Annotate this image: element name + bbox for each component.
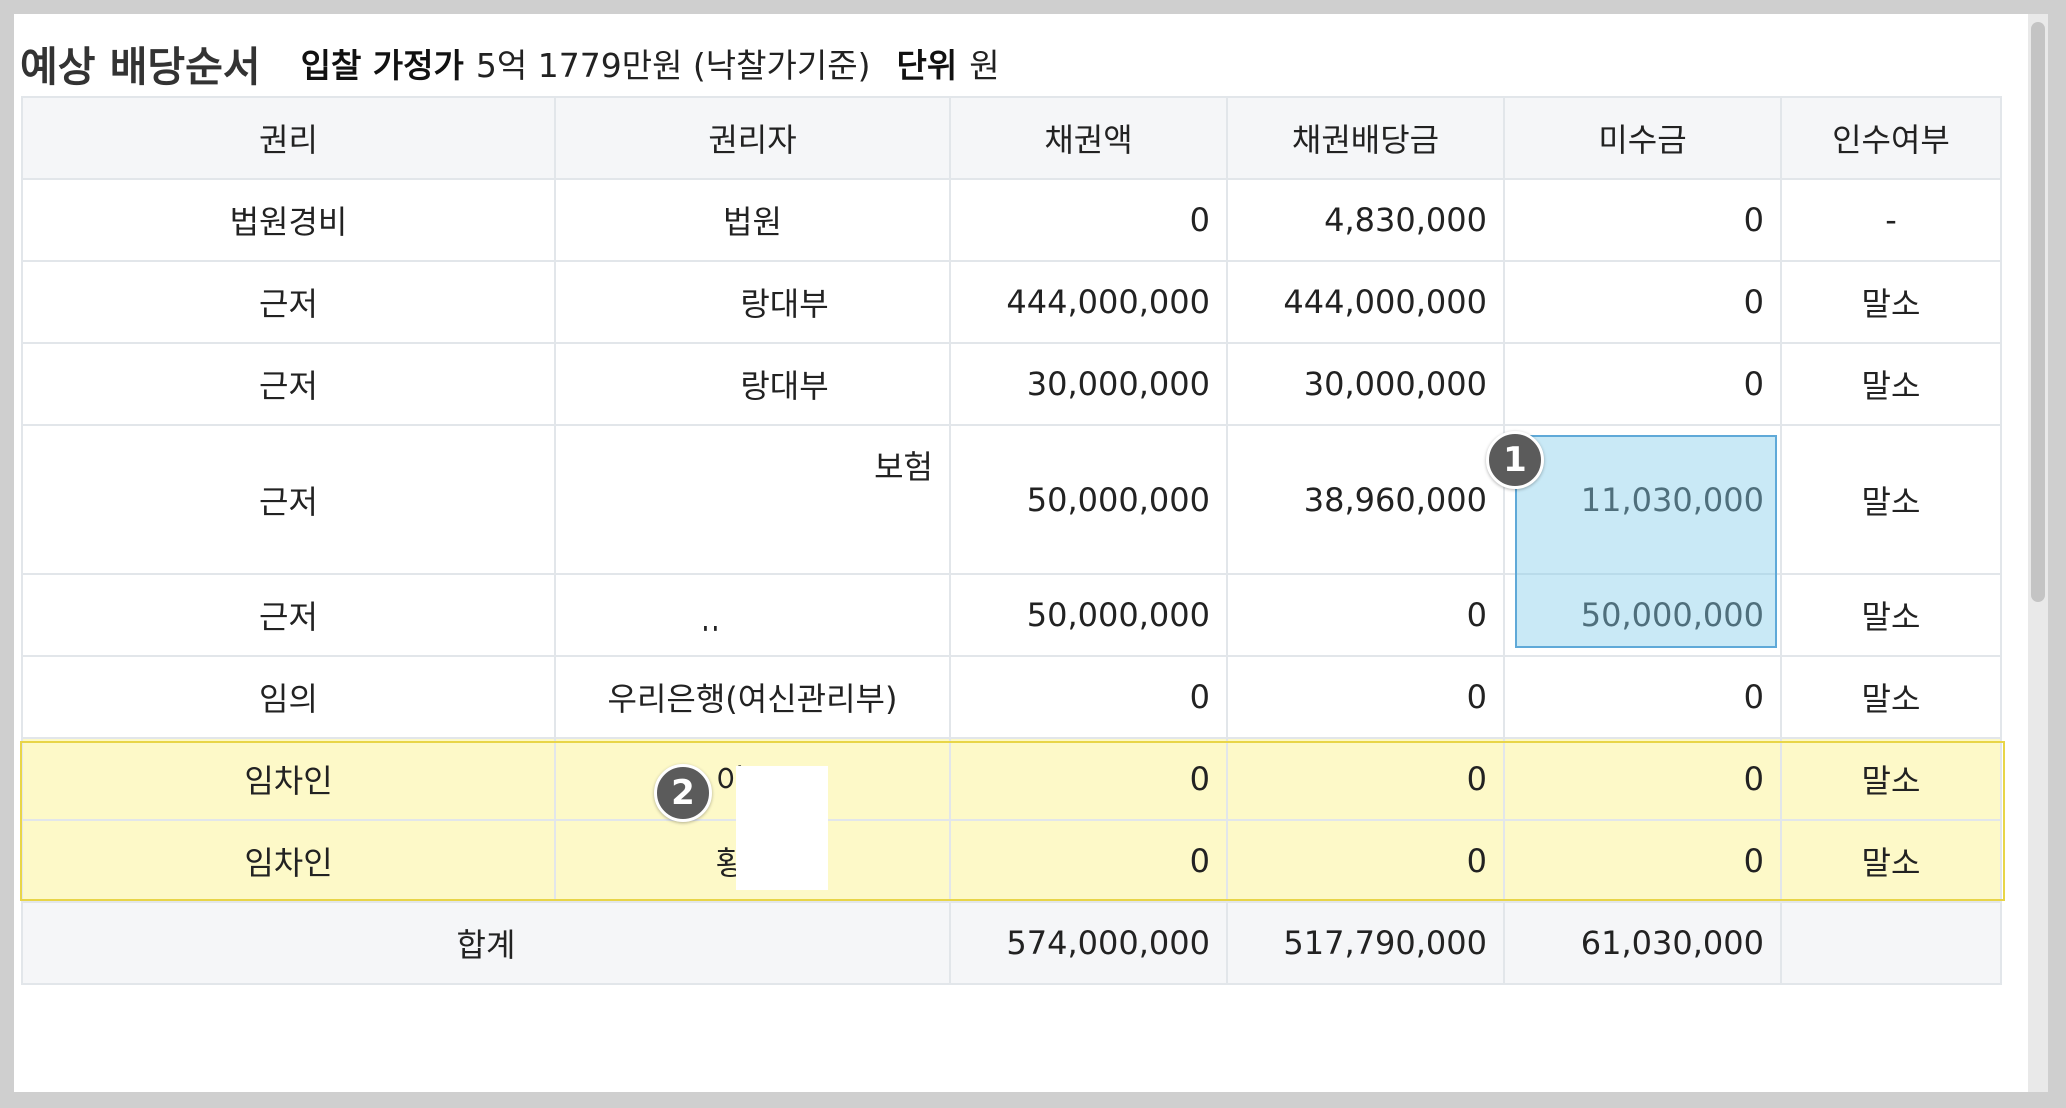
holder-cell: 우리은행(여신관리부) [554,655,951,739]
header-bar: 예상 배당순서 입찰 가정가 5억 1779만원 (낙찰가기준) 단위 원 [20,26,1026,100]
total-row: 합계 574,000,000 517,790,000 61,030,000 [21,901,2002,985]
bid-price-value: 5억 1779만원 (낙찰가기준) [475,46,871,85]
number-badge-1: 1 [1486,431,1544,489]
claim-cell: 0 [949,178,1228,262]
dividend-cell: 0 [1226,819,1505,903]
dividend-cell: 0 [1226,737,1505,821]
dividend-cell: 0 [1226,655,1505,739]
total-claim: 574,000,000 [949,901,1228,985]
assumed-cell: 말소 [1780,737,2002,821]
redaction-mask [736,766,828,890]
assumed-cell: 말소 [1780,342,2002,426]
unpaid-cell: 50,000,000 [1503,573,1782,657]
holder-cell: 랑대부 [554,342,951,426]
assumed-cell: 말소 [1780,819,2002,903]
table-row: 근저 유 50,000,000 0 50,000,000 말소 [21,573,2002,657]
claim-cell: 30,000,000 [949,342,1228,426]
table-row: 임의 우리은행(여신관리부) 0 0 0 말소 [21,655,2002,739]
column-header-assumed: 인수여부 [1780,96,2002,180]
column-header-holder: 권리자 [554,96,951,180]
number-badge-2: 2 [654,764,712,822]
unpaid-cell: 0 [1503,342,1782,426]
total-dividend: 517,790,000 [1226,901,1505,985]
dividend-cell: 4,830,000 [1226,178,1505,262]
distribution-table: 권리 권리자 채권액 채권배당금 미수금 인수여부 법원경비 법원 0 4,83… [21,96,2002,985]
dividend-cell: 0 [1226,573,1505,657]
redaction-mask [694,580,804,626]
unpaid-cell: 11,030,000 [1503,424,1782,575]
claim-cell: 0 [949,737,1228,821]
right-cell: 임차인 [21,819,556,903]
dividend-cell: 30,000,000 [1226,342,1505,426]
total-assumed [1780,901,2002,985]
holder-cell: 보험 [554,424,951,575]
scrollbar-thumb[interactable] [2031,22,2045,602]
page-title: 예상 배당순서 [20,43,261,91]
claim-cell: 0 [949,655,1228,739]
claim-cell: 444,000,000 [949,260,1228,344]
table-header-row: 권리 권리자 채권액 채권배당금 미수금 인수여부 [21,96,2002,180]
holder-cell: 랑대부 [554,260,951,344]
table-row: 임차인 이 0 0 0 말소 [21,737,2002,821]
table-row: 근저 랑대부 444,000,000 444,000,000 0 말소 [21,260,2002,344]
assumed-cell: 말소 [1780,424,2002,575]
right-cell: 법원경비 [21,178,556,262]
column-header-unpaid: 미수금 [1503,96,1782,180]
total-label: 합계 [21,901,951,985]
claim-cell: 0 [949,819,1228,903]
unpaid-cell: 0 [1503,178,1782,262]
column-header-dividend: 채권배당금 [1226,96,1505,180]
assumed-cell: 말소 [1780,260,2002,344]
table-row: 근저 랑대부 30,000,000 30,000,000 0 말소 [21,342,2002,426]
right-cell: 임의 [21,655,556,739]
total-unpaid: 61,030,000 [1503,901,1782,985]
bid-price-label: 입찰 가정가 [300,46,464,85]
claim-cell: 50,000,000 [949,424,1228,575]
dividend-cell: 38,960,000 [1226,424,1505,575]
content-panel: 예상 배당순서 입찰 가정가 5억 1779만원 (낙찰가기준) 단위 원 권리… [14,14,2048,1092]
right-cell: 근저 [21,573,556,657]
claim-cell: 50,000,000 [949,573,1228,657]
assumed-cell: 말소 [1780,655,2002,739]
vertical-scrollbar[interactable] [2028,14,2048,1092]
table-row: 법원경비 법원 0 4,830,000 0 - [21,178,2002,262]
unit-label: 단위 [896,46,958,85]
column-header-right: 권리 [21,96,556,180]
dividend-cell: 444,000,000 [1226,260,1505,344]
assumed-cell: 말소 [1780,573,2002,657]
right-cell: 임차인 [21,737,556,821]
right-cell: 근저 [21,260,556,344]
holder-cell: 법원 [554,178,951,262]
unpaid-cell: 0 [1503,655,1782,739]
right-cell: 근저 [21,342,556,426]
unpaid-cell: 0 [1503,737,1782,821]
table-row: 임차인 황 0 0 0 말소 [21,819,2002,903]
column-header-claim: 채권액 [949,96,1228,180]
unpaid-cell: 0 [1503,260,1782,344]
assumed-cell: - [1780,178,2002,262]
unit-value: 원 [969,46,1000,85]
right-cell: 근저 [21,424,556,575]
table-row: 근저 보험 50,000,000 38,960,000 11,030,000 말… [21,424,2002,575]
unpaid-cell: 0 [1503,819,1782,903]
